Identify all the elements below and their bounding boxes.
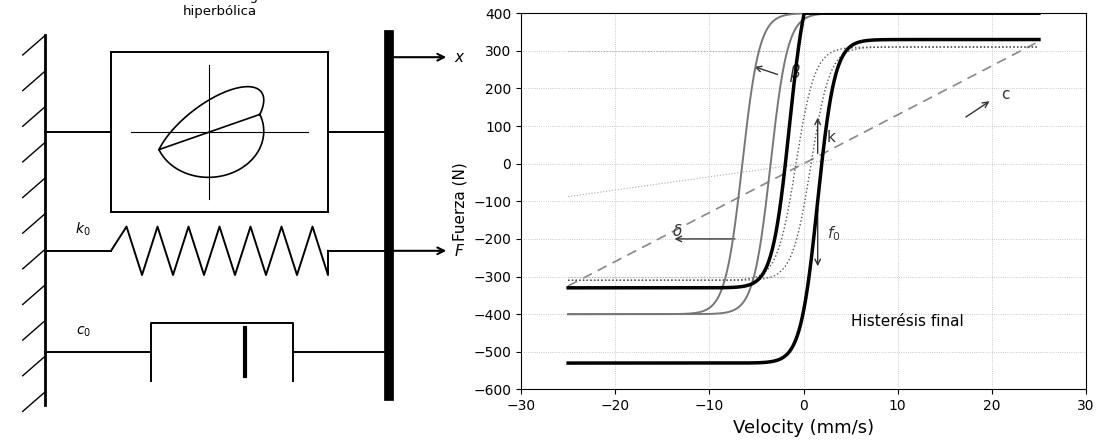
X-axis label: Velocity (mm/s): Velocity (mm/s) [733,419,874,436]
Text: c: c [1002,87,1009,102]
Y-axis label: Fuerza (N): Fuerza (N) [453,162,467,241]
Text: $F$: $F$ [454,243,465,259]
Text: $\beta$: $\beta$ [790,62,802,84]
Bar [111,52,328,212]
Text: $f_0$: $f_0$ [827,224,840,242]
Text: k: k [827,130,836,145]
Text: $\delta$: $\delta$ [671,223,682,238]
Text: Función de tangente
hiperbólica: Función de tangente hiperbólica [150,0,289,18]
Text: $x$: $x$ [454,50,466,65]
Text: Histerésis final: Histerésis final [850,314,963,329]
Text: $k_0$: $k_0$ [76,220,91,238]
Text: $c_0$: $c_0$ [76,324,91,339]
